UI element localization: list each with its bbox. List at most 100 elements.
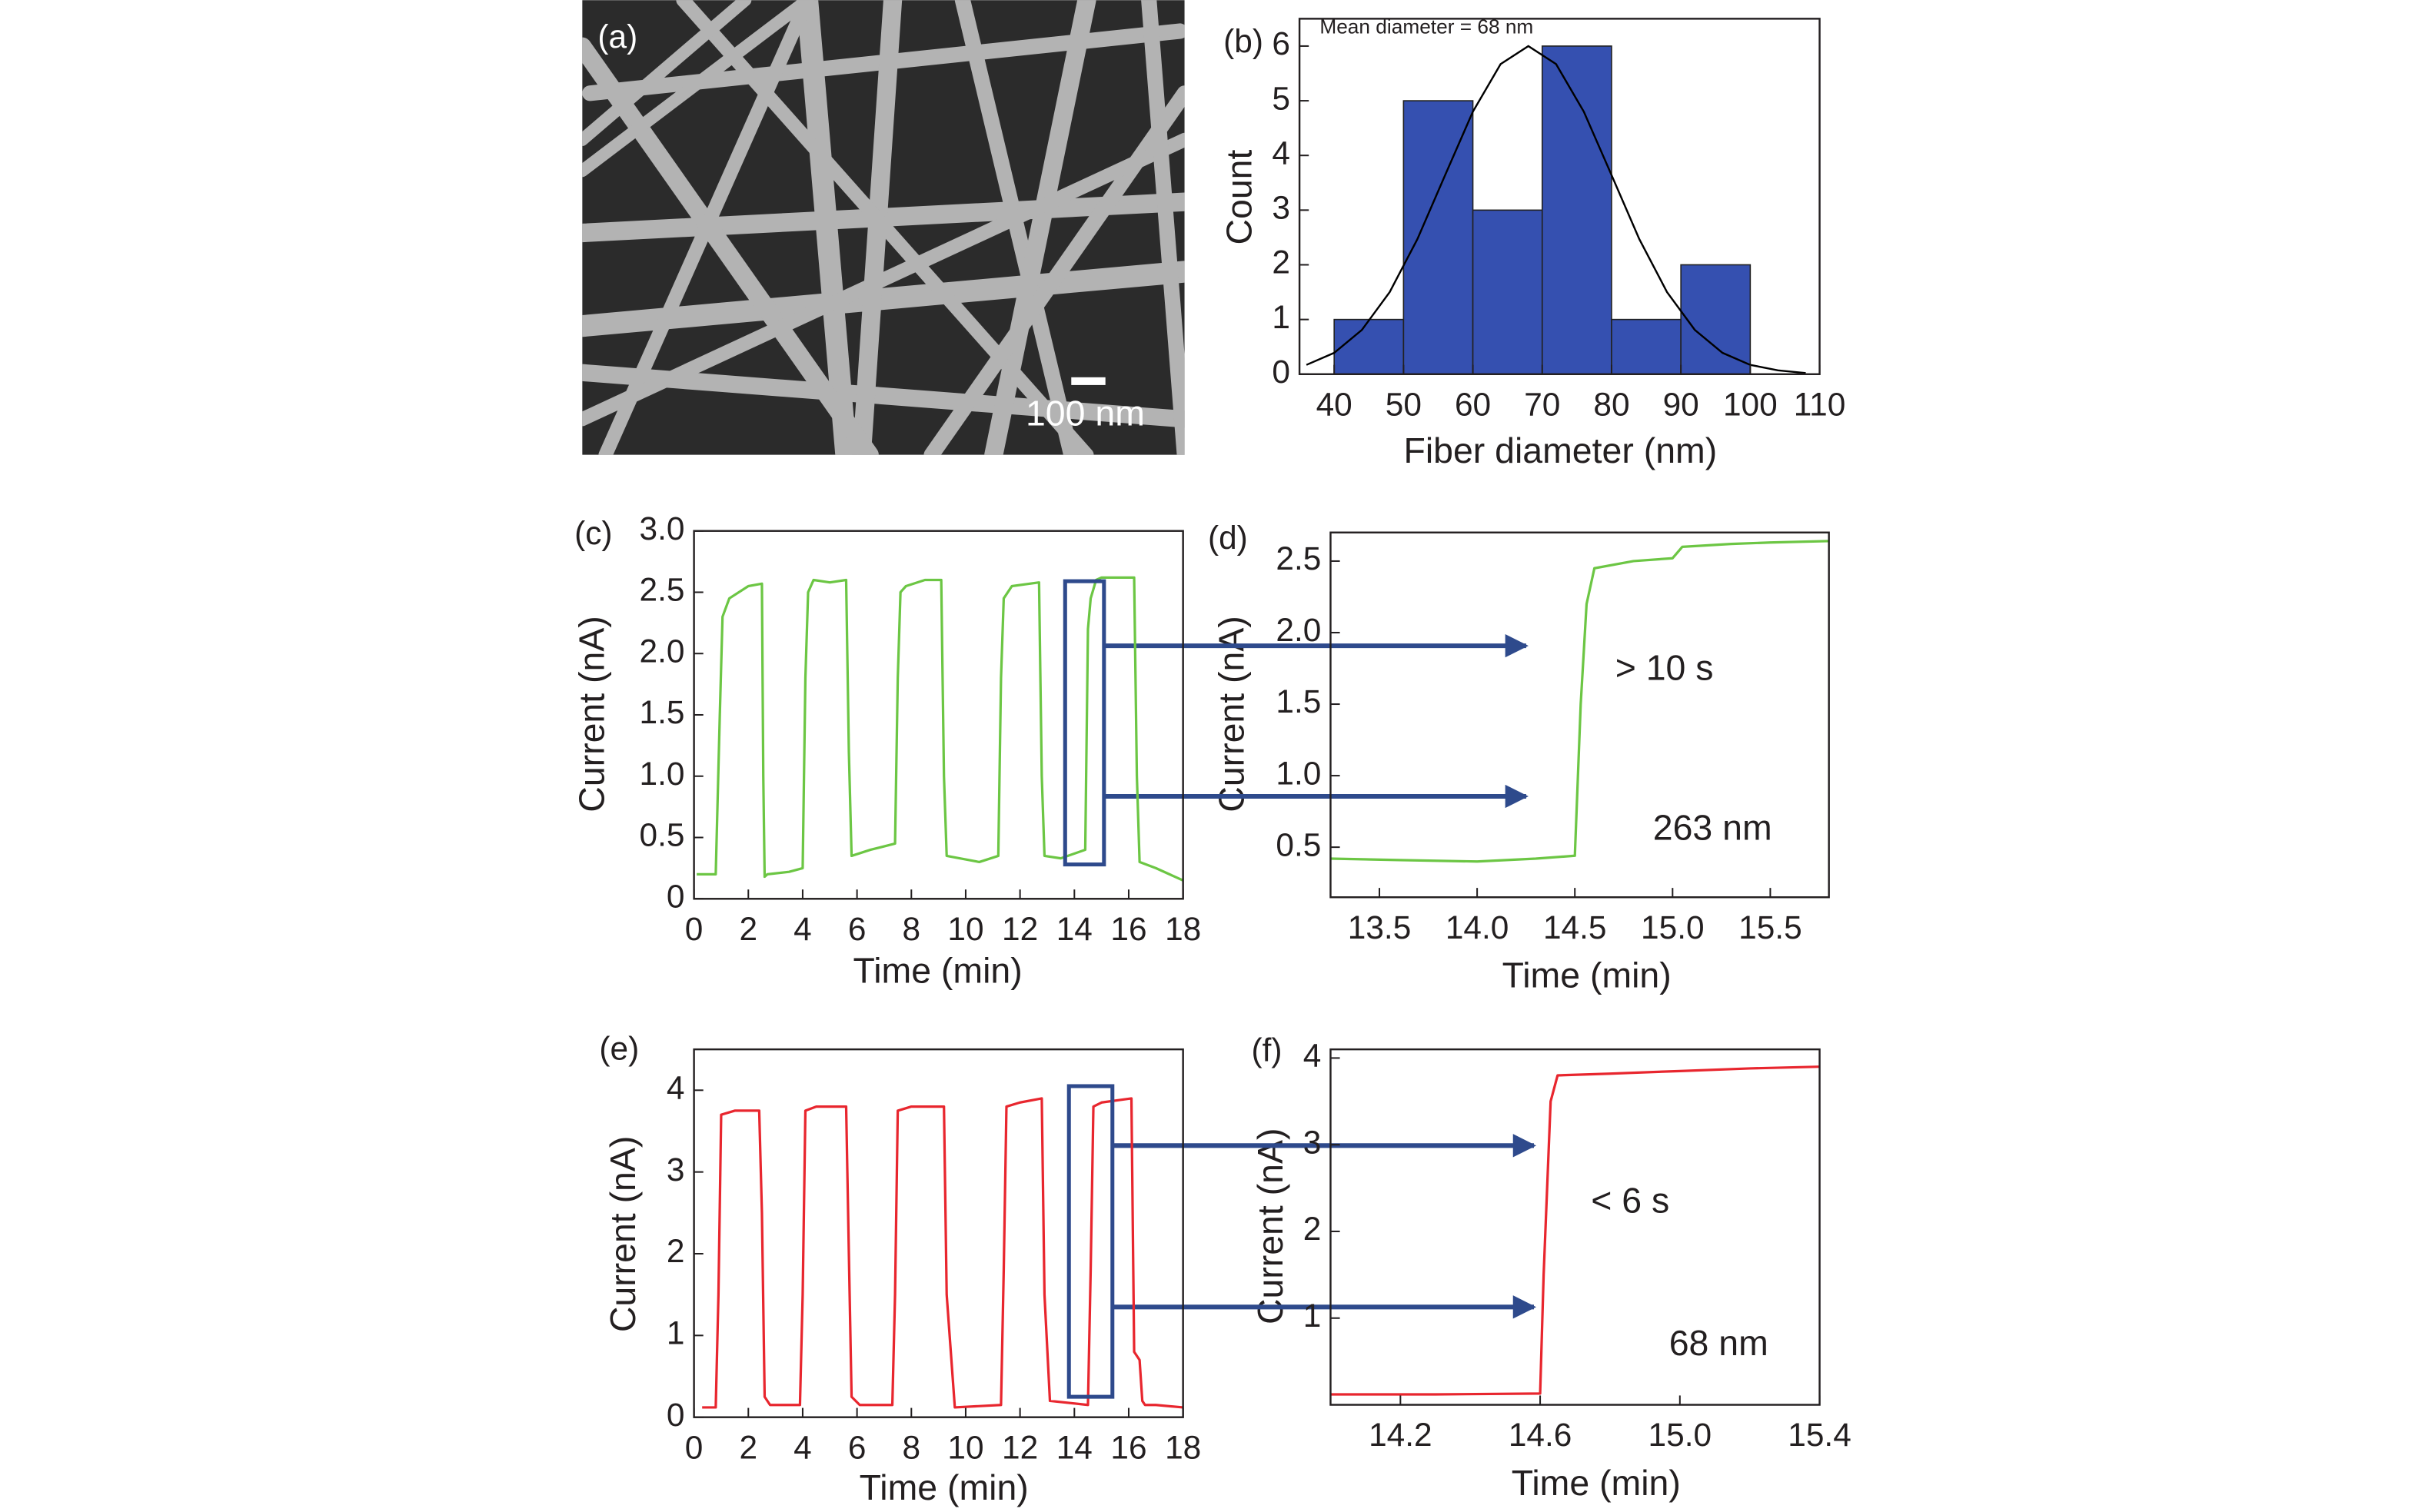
x-tick-label: 14: [1056, 911, 1093, 947]
x-tick-label: 60: [1455, 386, 1491, 422]
x-axis-label: Time (min): [853, 950, 1023, 990]
x-tick-label: 14.5: [1543, 909, 1607, 945]
panel-label: (a): [597, 18, 637, 55]
y-tick-label: 1: [667, 1315, 685, 1351]
x-axis-label: Fiber diameter (nm): [1403, 430, 1717, 470]
y-tick-label: 0: [1272, 354, 1290, 390]
y-tick-label: 2: [1303, 1211, 1322, 1247]
annotation: > 10 s: [1615, 648, 1714, 688]
panel-label: (e): [599, 1030, 639, 1066]
y-tick-label: 0.5: [1276, 826, 1321, 862]
plot-frame: [1329, 531, 1830, 899]
x-tick-label: 90: [1663, 386, 1699, 422]
scale-bar-label: 100 nm: [1026, 394, 1145, 434]
plot-frame: [1298, 18, 1821, 375]
x-tick-label: 6: [848, 911, 867, 947]
x-tick-label: 14.2: [1369, 1417, 1432, 1453]
x-tick-label: 10: [947, 1429, 983, 1465]
sem-image: [582, 0, 1185, 455]
x-tick-label: 4: [793, 911, 812, 947]
y-tick-label: 3: [667, 1151, 685, 1188]
y-tick-label: 1: [1303, 1298, 1322, 1334]
x-tick-label: 0: [685, 1429, 704, 1465]
line: [697, 576, 1184, 882]
y-tick-label: 1.0: [640, 756, 685, 792]
x-tick-label: 15.5: [1738, 909, 1802, 945]
x-tick-label: 15.0: [1648, 1417, 1712, 1453]
y-tick-label: 0: [667, 1397, 685, 1433]
arrows: [1103, 633, 1537, 1319]
line: [1330, 540, 1829, 863]
x-tick-label: 6: [848, 1429, 867, 1465]
x-tick-label: 110: [1794, 386, 1846, 422]
plot-frame: [693, 530, 1184, 900]
plot-frame: [1329, 1048, 1821, 1406]
y-tick-label: 5: [1272, 80, 1290, 116]
x-tick-label: 4: [793, 1429, 812, 1465]
y-tick-label: 4: [1303, 1038, 1322, 1074]
bar: [1541, 45, 1612, 375]
panel-label: (c): [574, 515, 612, 551]
y-axis-label: Count: [1219, 150, 1259, 245]
x-tick-label: 18: [1165, 911, 1201, 947]
y-tick-label: 6: [1272, 25, 1290, 61]
y-tick-label: 2.5: [1276, 540, 1321, 577]
plot-frame: [693, 1048, 1184, 1418]
x-tick-label: 8: [902, 1429, 920, 1465]
line: [1330, 1065, 1820, 1396]
x-tick-label: 14.0: [1446, 909, 1509, 945]
x-tick-label: 14: [1056, 1429, 1093, 1465]
y-tick-label: 2.0: [640, 633, 685, 669]
x-tick-label: 12: [1002, 1429, 1038, 1465]
y-tick-label: 2: [667, 1233, 685, 1269]
annotation: < 6 s: [1591, 1180, 1669, 1220]
x-tick-label: 15.0: [1641, 909, 1705, 945]
x-tick-label: 2: [739, 911, 757, 947]
x-tick-label: 100: [1723, 386, 1778, 422]
y-tick-label: 2.5: [640, 572, 685, 608]
x-tick-label: 40: [1316, 386, 1352, 422]
panel-label: (b): [1223, 23, 1263, 59]
y-tick-label: 3: [1272, 190, 1290, 226]
x-tick-label: 14.6: [1509, 1417, 1572, 1453]
bar: [1333, 318, 1405, 375]
annotation: 68 nm: [1669, 1323, 1768, 1363]
y-tick-label: 4: [667, 1070, 685, 1106]
x-axis-label: Time (min): [1502, 955, 1672, 995]
line: [702, 1097, 1183, 1409]
y-axis-label: Current (nA): [572, 616, 612, 812]
panel-label: (f): [1251, 1032, 1282, 1068]
y-tick-label: 1.5: [1276, 683, 1321, 719]
fit-curve: [1306, 45, 1806, 374]
x-tick-label: 18: [1165, 1429, 1201, 1465]
x-tick-label: 15.4: [1788, 1417, 1851, 1453]
zoom-box: [1066, 1084, 1115, 1399]
y-tick-label: 1: [1272, 299, 1290, 335]
y-tick-label: 2.0: [1276, 612, 1321, 648]
x-tick-label: 80: [1593, 386, 1629, 422]
y-tick-label: 3: [1303, 1124, 1322, 1160]
y-tick-label: 3.0: [640, 510, 685, 547]
x-axis-label: Time (min): [1512, 1463, 1681, 1503]
x-tick-label: 16: [1110, 1429, 1146, 1465]
x-tick-label: 13.5: [1348, 909, 1412, 945]
y-tick-label: 4: [1272, 135, 1290, 171]
bar: [1472, 209, 1543, 375]
x-tick-label: 10: [947, 911, 983, 947]
x-tick-label: 70: [1524, 386, 1560, 422]
x-tick-label: 0: [685, 911, 704, 947]
x-axis-label: Time (min): [860, 1467, 1029, 1507]
y-axis-label: Current (nA): [1250, 1128, 1290, 1324]
annotation: 263 nm: [1653, 808, 1772, 848]
panel-label: (d): [1208, 520, 1248, 556]
y-tick-label: 1.5: [640, 694, 685, 730]
y-axis-label: Current (nA): [1212, 616, 1252, 812]
x-tick-label: 2: [739, 1429, 757, 1465]
bar: [1611, 318, 1682, 375]
y-axis-label: Current (nA): [603, 1136, 643, 1332]
x-tick-label: 16: [1110, 911, 1146, 947]
x-tick-label: 8: [902, 911, 920, 947]
x-tick-label: 12: [1002, 911, 1038, 947]
